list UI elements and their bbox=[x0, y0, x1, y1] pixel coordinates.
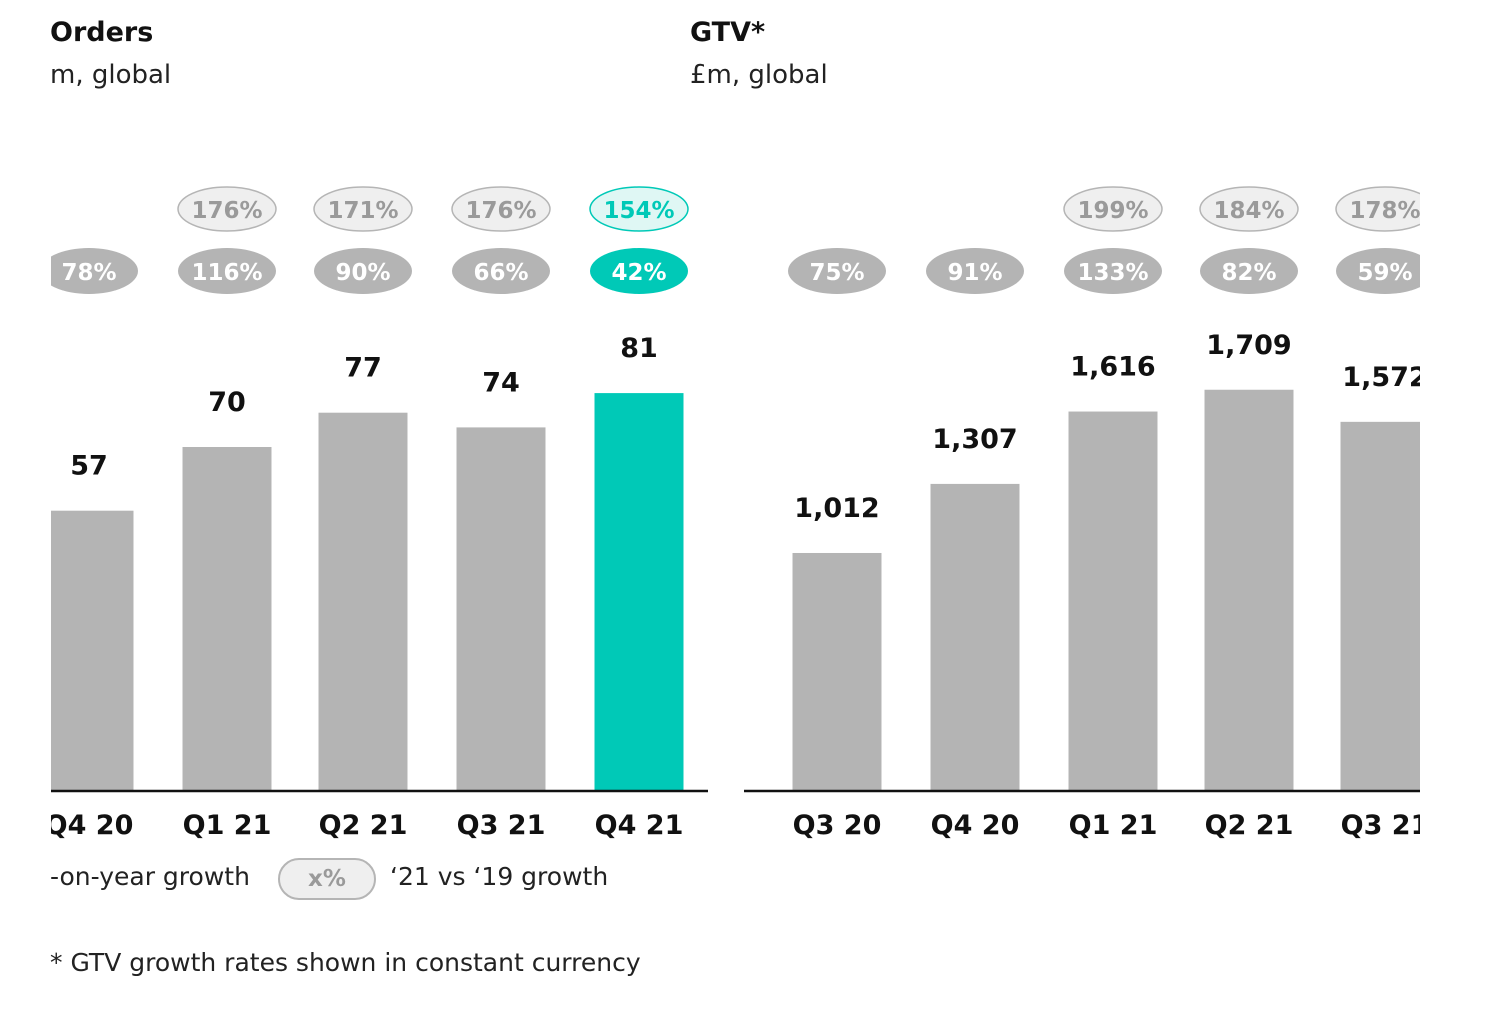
gtv-yoy-label: 133% bbox=[1077, 260, 1148, 286]
gtv-yoy-label: 91% bbox=[947, 260, 1002, 286]
gtv-category-label: Q3 21 bbox=[1341, 810, 1430, 841]
orders-value-label: 81 bbox=[620, 333, 658, 364]
orders-value-label: 57 bbox=[70, 451, 108, 482]
orders-yoy-label: 90% bbox=[335, 260, 390, 286]
gtv-vs2019-pill bbox=[1063, 186, 1163, 232]
gtv-value-label: 1,709 bbox=[1206, 330, 1291, 361]
orders-yoy-pill bbox=[314, 248, 412, 294]
gtv-bar bbox=[1204, 389, 1294, 790]
gtv-category-label: Q4 20 bbox=[931, 810, 1020, 841]
orders-yoy-pill bbox=[51, 248, 138, 294]
gtv-yoy-pill bbox=[788, 248, 886, 294]
orders-value-label: 77 bbox=[344, 353, 382, 384]
gtv-chart-subtitle: £m, global bbox=[690, 60, 828, 90]
gtv-value-label: 1,012 bbox=[794, 493, 879, 524]
gtv-chart-group: 1,012 Q3 20 75% 1,307 Q4 20 91% 1,616 Q1 21 133%… bbox=[744, 186, 1430, 841]
legend-yoy-label: -on-year growth bbox=[50, 862, 250, 891]
orders-bar bbox=[51, 510, 134, 790]
orders-vs2019-pill bbox=[589, 186, 689, 232]
gtv-vs2019-pill bbox=[1199, 186, 1299, 232]
gtv-bar bbox=[792, 552, 882, 790]
gtv-value-label: 1,572 bbox=[1342, 362, 1427, 393]
orders-yoy-label: 78% bbox=[61, 260, 116, 286]
gtv-yoy-pill bbox=[1064, 248, 1162, 294]
orders-category-label: Q2 21 bbox=[319, 810, 408, 841]
gtv-vs2019-label: 184% bbox=[1213, 198, 1284, 224]
orders-category-label: Q4 21 bbox=[595, 810, 684, 841]
orders-vs2019-label: 154% bbox=[603, 198, 674, 224]
footnote: * GTV growth rates shown in constant cur… bbox=[50, 948, 641, 977]
orders-vs2019-label: 176% bbox=[191, 198, 262, 224]
orders-yoy-pill bbox=[178, 248, 276, 294]
gtv-value-label: 1,616 bbox=[1070, 352, 1155, 383]
orders-vs2019-pill bbox=[177, 186, 277, 232]
legend-vs2019-label: ‘21 vs ‘19 growth bbox=[390, 862, 609, 891]
gtv-category-label: Q1 21 bbox=[1069, 810, 1158, 841]
orders-yoy-pill bbox=[452, 248, 550, 294]
orders-chart-subtitle: m, global bbox=[50, 60, 172, 90]
orders-value-label: 74 bbox=[482, 367, 520, 398]
orders-value-label: 70 bbox=[208, 387, 246, 418]
gtv-yoy-label: 59% bbox=[1357, 260, 1412, 286]
orders-yoy-pill bbox=[590, 248, 688, 294]
gtv-vs2019-label: 178% bbox=[1349, 198, 1420, 224]
legend-vs2019-pill: x% bbox=[278, 858, 376, 900]
orders-category-label: Q1 21 bbox=[183, 810, 272, 841]
gtv-yoy-pill bbox=[926, 248, 1024, 294]
orders-bar bbox=[318, 412, 408, 790]
gtv-category-label: Q2 21 bbox=[1205, 810, 1294, 841]
orders-bar bbox=[594, 393, 684, 790]
orders-bar bbox=[182, 447, 272, 790]
gtv-yoy-label: 75% bbox=[809, 260, 864, 286]
gtv-chart-title: GTV* bbox=[690, 17, 766, 48]
gtv-yoy-pill bbox=[1336, 248, 1420, 294]
gtv-bar bbox=[1068, 411, 1158, 790]
orders-vs2019-label: 171% bbox=[327, 198, 398, 224]
gtv-category-label: Q3 20 bbox=[793, 810, 882, 841]
orders-vs2019-label: 176% bbox=[465, 198, 536, 224]
gtv-yoy-label: 82% bbox=[1221, 260, 1276, 286]
orders-chart-group: 57 Q4 20 78% 70 Q1 21 116% 176% 77 Q2 21 90% 171% 7… bbox=[45, 186, 708, 841]
orders-yoy-label: 66% bbox=[473, 260, 528, 286]
orders-vs2019-pill bbox=[451, 186, 551, 232]
orders-category-label: Q4 20 bbox=[45, 810, 134, 841]
orders-vs2019-pill bbox=[313, 186, 413, 232]
gtv-vs2019-label: 199% bbox=[1077, 198, 1148, 224]
orders-yoy-label: 42% bbox=[611, 260, 666, 286]
orders-yoy-label: 116% bbox=[191, 260, 262, 286]
gtv-yoy-pill bbox=[1200, 248, 1298, 294]
orders-bar bbox=[456, 427, 546, 790]
gtv-value-label: 1,307 bbox=[932, 424, 1017, 455]
gtv-bar bbox=[930, 483, 1020, 790]
gtv-vs2019-pill bbox=[1335, 186, 1420, 232]
gtv-bar bbox=[1340, 421, 1420, 790]
orders-category-label: Q3 21 bbox=[457, 810, 546, 841]
orders-chart-title: Orders bbox=[50, 17, 154, 48]
